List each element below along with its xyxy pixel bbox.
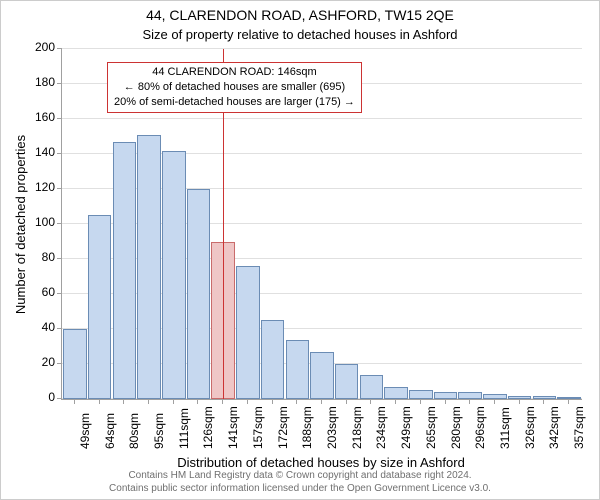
x-tick — [420, 399, 421, 404]
bar — [187, 189, 211, 399]
x-tick-label: 280sqm — [449, 406, 463, 449]
bar — [434, 392, 458, 399]
x-tick-label: 80sqm — [127, 413, 141, 449]
bar — [63, 329, 87, 399]
x-tick — [296, 399, 297, 404]
y-tick-label: 200 — [1, 40, 55, 54]
x-tick-label: 203sqm — [325, 406, 339, 449]
y-tick — [57, 48, 62, 49]
y-tick-label: 160 — [1, 110, 55, 124]
x-tick-label: 172sqm — [276, 406, 290, 449]
chart-container: 44, CLARENDON ROAD, ASHFORD, TW15 2QE Si… — [0, 0, 600, 500]
annotation-line-1: 44 CLARENDON ROAD: 146sqm — [114, 65, 355, 80]
footer-line-2: Contains public sector information licen… — [1, 482, 599, 495]
y-tick — [57, 188, 62, 189]
x-tick — [123, 399, 124, 404]
x-tick-label: 249sqm — [399, 406, 413, 449]
x-tick — [222, 399, 223, 404]
chart-subtitle: Size of property relative to detached ho… — [1, 27, 599, 42]
y-tick — [57, 223, 62, 224]
x-tick — [148, 399, 149, 404]
y-tick — [57, 83, 62, 84]
chart-title: 44, CLARENDON ROAD, ASHFORD, TW15 2QE — [1, 7, 599, 23]
x-tick-label: 49sqm — [78, 413, 92, 449]
x-tick — [74, 399, 75, 404]
gridline — [62, 48, 582, 49]
y-tick — [57, 398, 62, 399]
x-tick-label: 311sqm — [498, 407, 512, 449]
footer-attribution: Contains HM Land Registry data © Crown c… — [1, 469, 599, 495]
x-tick — [469, 399, 470, 404]
x-axis-title: Distribution of detached houses by size … — [61, 455, 581, 470]
x-tick — [173, 399, 174, 404]
bar — [137, 135, 161, 399]
x-tick — [272, 399, 273, 404]
x-tick — [519, 399, 520, 404]
x-tick-label: 64sqm — [103, 413, 117, 449]
bar — [508, 396, 532, 400]
x-tick-label: 126sqm — [201, 406, 215, 449]
y-tick-label: 180 — [1, 75, 55, 89]
y-tick — [57, 153, 62, 154]
y-tick — [57, 258, 62, 259]
x-tick — [494, 399, 495, 404]
bar — [360, 375, 384, 400]
bar — [88, 215, 112, 399]
bar — [113, 142, 137, 399]
bar — [261, 320, 285, 399]
y-tick — [57, 328, 62, 329]
bar — [335, 364, 359, 399]
x-tick-label: 218sqm — [350, 406, 364, 449]
x-tick-label: 296sqm — [473, 406, 487, 449]
footer-line-1: Contains HM Land Registry data © Crown c… — [1, 469, 599, 482]
x-tick-label: 141sqm — [226, 406, 240, 449]
x-tick-label: 342sqm — [547, 406, 561, 449]
bar — [458, 392, 482, 399]
y-tick-label: 20 — [1, 355, 55, 369]
x-tick — [543, 399, 544, 404]
annotation-line-3: 20% of semi-detached houses are larger (… — [114, 95, 355, 110]
x-tick-label: 234sqm — [374, 406, 388, 449]
y-tick-label: 120 — [1, 180, 55, 194]
x-tick — [346, 399, 347, 404]
bar — [409, 390, 433, 399]
x-tick-label: 265sqm — [424, 406, 438, 449]
gridline — [62, 118, 582, 119]
y-tick — [57, 293, 62, 294]
y-tick — [57, 118, 62, 119]
y-tick-label: 100 — [1, 215, 55, 229]
bar — [162, 151, 186, 400]
y-tick — [57, 363, 62, 364]
x-tick — [445, 399, 446, 404]
bar — [286, 340, 310, 400]
x-tick — [370, 399, 371, 404]
x-tick-label: 188sqm — [300, 406, 314, 449]
x-tick — [395, 399, 396, 404]
y-tick-label: 60 — [1, 285, 55, 299]
x-tick-label: 111sqm — [177, 408, 191, 449]
x-tick-label: 357sqm — [572, 406, 586, 449]
annotation-box: 44 CLARENDON ROAD: 146sqm ← 80% of detac… — [107, 62, 362, 113]
bar — [557, 397, 581, 399]
y-tick-label: 0 — [1, 390, 55, 404]
annotation-line-2: ← 80% of detached houses are smaller (69… — [114, 80, 355, 95]
bar — [384, 387, 408, 399]
x-tick — [197, 399, 198, 404]
x-tick-label: 326sqm — [523, 406, 537, 449]
y-tick-label: 140 — [1, 145, 55, 159]
bar — [483, 394, 507, 399]
x-tick-label: 95sqm — [152, 413, 166, 449]
x-tick — [99, 399, 100, 404]
x-tick — [568, 399, 569, 404]
bar — [236, 266, 260, 399]
x-tick-label: 157sqm — [251, 406, 265, 449]
x-tick — [321, 399, 322, 404]
bar — [310, 352, 334, 399]
bar — [533, 396, 557, 400]
y-tick-label: 80 — [1, 250, 55, 264]
x-tick — [247, 399, 248, 404]
y-tick-label: 40 — [1, 320, 55, 334]
